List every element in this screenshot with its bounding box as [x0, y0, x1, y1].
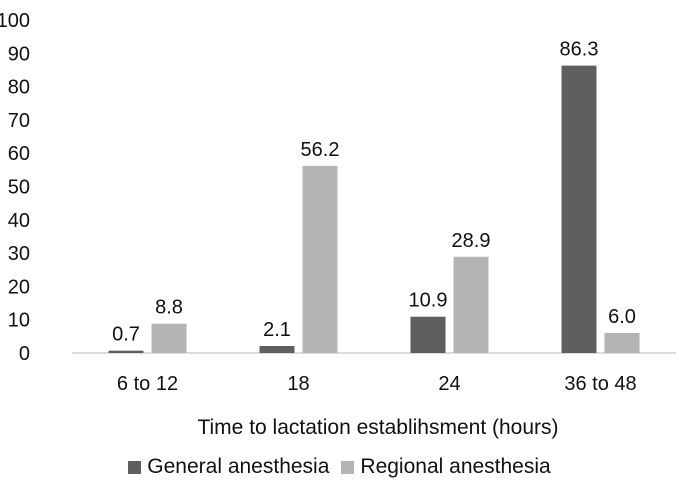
data-label-general-3: 86.3: [560, 39, 599, 61]
data-label-regional-2: 28.9: [452, 230, 491, 252]
data-label-general-2: 10.9: [409, 290, 448, 312]
data-label-regional-3: 6.0: [608, 306, 636, 328]
y-tick-label-7: 70: [8, 110, 30, 132]
bar-general-2: [410, 316, 446, 353]
bar-general-1: [259, 346, 295, 353]
y-tick-label-4: 40: [8, 210, 30, 232]
x-tick-label-0: 6 to 12: [117, 373, 178, 395]
y-tick-label-6: 60: [8, 143, 30, 165]
bar-chart: 0 10 20 30 40 50 60 70 80 90 100 0.7 8.8 2.1 56.2 10.9…: [0, 10, 676, 439]
bar-general-0: [108, 350, 144, 353]
data-label-regional-0: 8.8: [155, 297, 183, 319]
bar-regional-2: [453, 256, 489, 353]
y-tick-label-9: 90: [8, 43, 30, 65]
y-axis: 0 10 20 30 40 50 60 70 80 90 100: [0, 10, 30, 365]
y-tick-label-0: 0: [19, 343, 30, 365]
bar-regional-0: [151, 323, 187, 353]
bar-regional-3: [604, 333, 640, 353]
legend-swatch-regional: [341, 460, 355, 474]
legend-label-general: General anesthesia: [147, 455, 330, 478]
legend-item-general: General anesthesia: [128, 455, 329, 479]
data-label-general-0: 0.7: [112, 324, 140, 346]
data-label-regional-1: 56.2: [301, 139, 340, 161]
x-tick-label-3: 36 to 48: [564, 373, 636, 395]
legend-item-regional: Regional anesthesia: [341, 455, 551, 479]
y-tick-label-1: 10: [8, 310, 30, 332]
bar-general-3: [561, 65, 597, 353]
x-axis-title: Time to lactation establihsment (hours): [197, 416, 558, 439]
y-tick-label-8: 80: [8, 77, 30, 99]
y-tick-label-3: 30: [8, 243, 30, 265]
x-axis: 6 to 12 18 24 36 to 48: [117, 373, 637, 395]
y-tick-label-5: 50: [8, 177, 30, 199]
x-tick-label-2: 24: [438, 373, 460, 395]
data-label-general-1: 2.1: [263, 319, 291, 341]
legend-swatch-general: [128, 460, 142, 474]
x-tick-label-1: 18: [287, 373, 309, 395]
legend: General anesthesia Regional anesthesia: [0, 455, 679, 479]
y-tick-label-10: 100: [0, 10, 30, 32]
y-tick-label-2: 20: [8, 276, 30, 298]
legend-label-regional: Regional anesthesia: [360, 455, 551, 478]
bar-regional-1: [302, 165, 338, 353]
bars-group: 0.7 8.8 2.1 56.2 10.9 28.9 86.3 6.0: [108, 39, 640, 353]
